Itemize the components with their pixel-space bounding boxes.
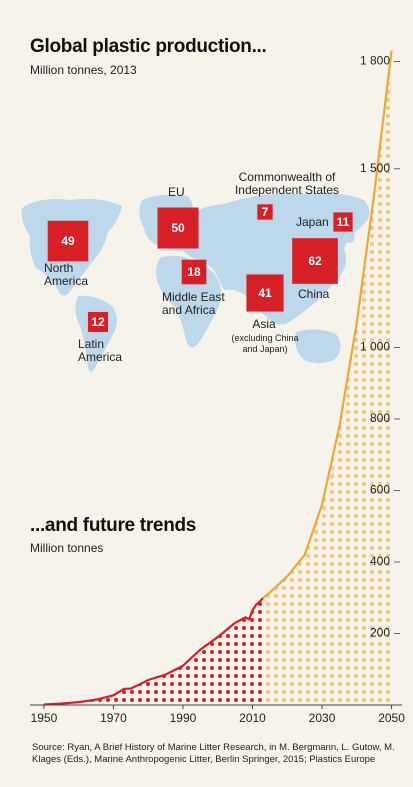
region-label: Commonwealth of Independent States (234, 170, 340, 197)
line (262, 50, 393, 599)
x-tick-label: 2030 (309, 711, 336, 725)
region-label: EU (168, 185, 185, 199)
region-label: China (298, 287, 330, 301)
region-square (87, 311, 109, 333)
region-label: Japan (296, 215, 329, 229)
region-value: 41 (258, 286, 272, 300)
region-value: 49 (61, 234, 75, 248)
source: Source: Ryan, A Brief History of Marine … (32, 742, 395, 765)
line (43, 597, 264, 706)
region-square (333, 212, 353, 232)
region-square (181, 259, 207, 285)
region-value: 18 (187, 265, 201, 279)
y-tick-label: 400 (370, 554, 390, 568)
region-value: 7 (262, 205, 269, 219)
region-label: North America (44, 261, 89, 288)
region-value: 12 (91, 315, 105, 329)
region-value: 11 (337, 215, 350, 229)
region-label: Middle East and Africa (162, 290, 225, 317)
x-tick-label: 2010 (239, 711, 266, 725)
map-subtitle: Million tonnes, 2013 (30, 63, 137, 77)
y-tick-label: 800 (370, 411, 390, 425)
x-tick-label: 1970 (100, 711, 127, 725)
region-note: (excluding China and Japan) (231, 333, 299, 354)
y-tick-label: 1 000 (360, 340, 390, 354)
area (262, 50, 392, 706)
x-tick-label: 1950 (31, 711, 58, 725)
chart-title: ...and future trends (30, 515, 197, 536)
region-square (157, 207, 199, 249)
region-label: Latin America (78, 337, 123, 364)
map-title: Global plastic production... (30, 36, 267, 57)
region-square (47, 220, 89, 262)
region-value: 50 (171, 221, 185, 235)
x-tick-label: 1990 (170, 711, 197, 725)
y-tick-label: 1 500 (360, 161, 390, 175)
y-tick-label: 1 800 (360, 54, 390, 68)
y-tick-label: 600 (370, 483, 390, 497)
region-square (246, 274, 284, 312)
region-square (257, 204, 273, 220)
x-tick-label: 2050 (378, 711, 405, 725)
region-square (292, 238, 338, 284)
area (43, 598, 263, 705)
region-label: Asia (252, 317, 276, 331)
chart-subtitle: Million tonnes (30, 541, 104, 555)
y-tick-label: 200 (370, 626, 390, 640)
region-value: 62 (308, 254, 322, 268)
